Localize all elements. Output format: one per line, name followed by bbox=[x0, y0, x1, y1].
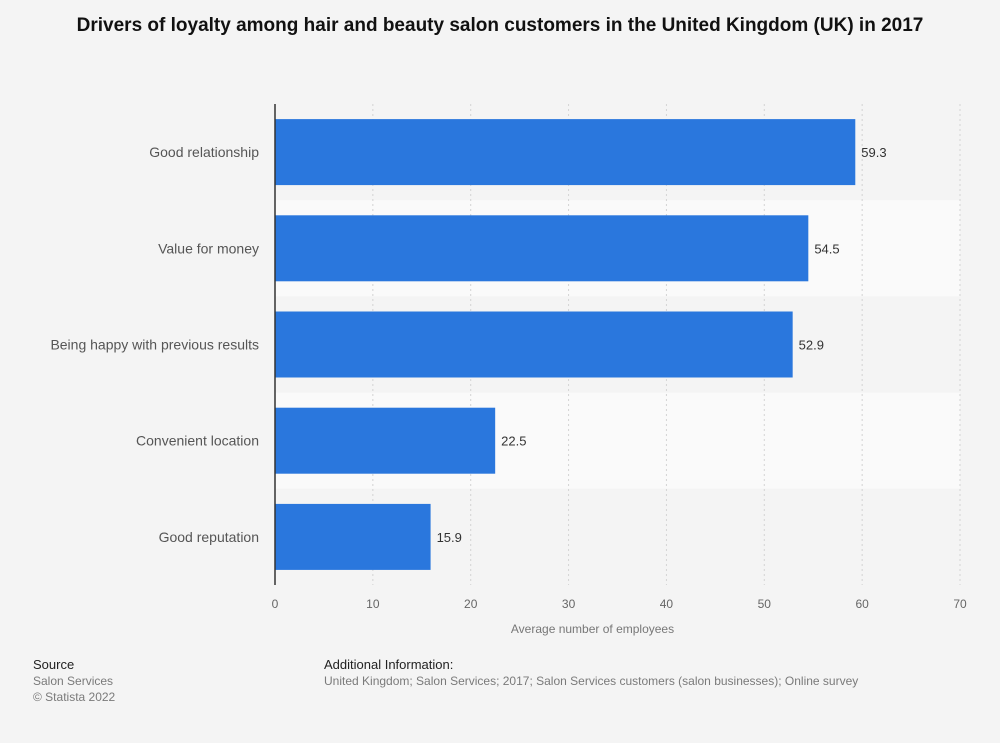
x-tick-label: 40 bbox=[660, 597, 674, 611]
bar bbox=[275, 119, 856, 186]
additional-info-text: United Kingdom; Salon Services; 2017; Sa… bbox=[324, 674, 859, 688]
bar-chart: 0 10 20 30 40 50 60 70 59.3 Good relationship 54.5… bbox=[50, 104, 967, 636]
data-label: 22.5 bbox=[501, 434, 526, 449]
category-label: Good relationship bbox=[149, 144, 259, 160]
additional-info-heading: Additional Information: bbox=[324, 657, 454, 672]
x-axis-title: Average number of employees bbox=[511, 622, 674, 636]
x-tick-label: 20 bbox=[464, 597, 478, 611]
source-line: Salon Services bbox=[33, 674, 114, 688]
source-heading: Source bbox=[33, 657, 75, 672]
bar bbox=[275, 503, 431, 570]
source-section: Source Salon Services © Statista 2022 bbox=[33, 657, 115, 705]
x-tick-label: 10 bbox=[366, 597, 380, 611]
additional-info-section: Additional Information: United Kingdom; … bbox=[324, 657, 858, 689]
data-label: 54.5 bbox=[814, 241, 839, 256]
bar bbox=[275, 407, 496, 474]
x-tick-label: 60 bbox=[855, 597, 869, 611]
chart-title: Drivers of loyalty among hair and beauty… bbox=[76, 15, 924, 36]
data-label: 59.3 bbox=[861, 145, 886, 160]
x-tick-label: 30 bbox=[562, 597, 576, 611]
copyright-line: © Statista 2022 bbox=[33, 690, 116, 704]
category-label: Being happy with previous results bbox=[50, 337, 259, 353]
x-tick-label: 50 bbox=[758, 597, 772, 611]
data-label: 52.9 bbox=[799, 338, 824, 353]
bar bbox=[275, 215, 809, 282]
x-tick-label: 70 bbox=[953, 597, 967, 611]
category-label: Value for money bbox=[158, 240, 259, 256]
data-label: 15.9 bbox=[437, 530, 462, 545]
category-label: Good reputation bbox=[159, 529, 259, 545]
category-label: Convenient location bbox=[136, 433, 259, 449]
x-tick-label: 0 bbox=[272, 597, 279, 611]
bar bbox=[275, 311, 793, 378]
